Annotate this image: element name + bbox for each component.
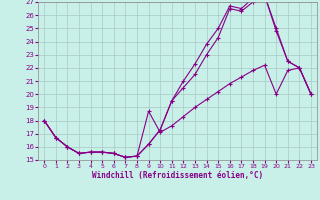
X-axis label: Windchill (Refroidissement éolien,°C): Windchill (Refroidissement éolien,°C) [92, 171, 263, 180]
